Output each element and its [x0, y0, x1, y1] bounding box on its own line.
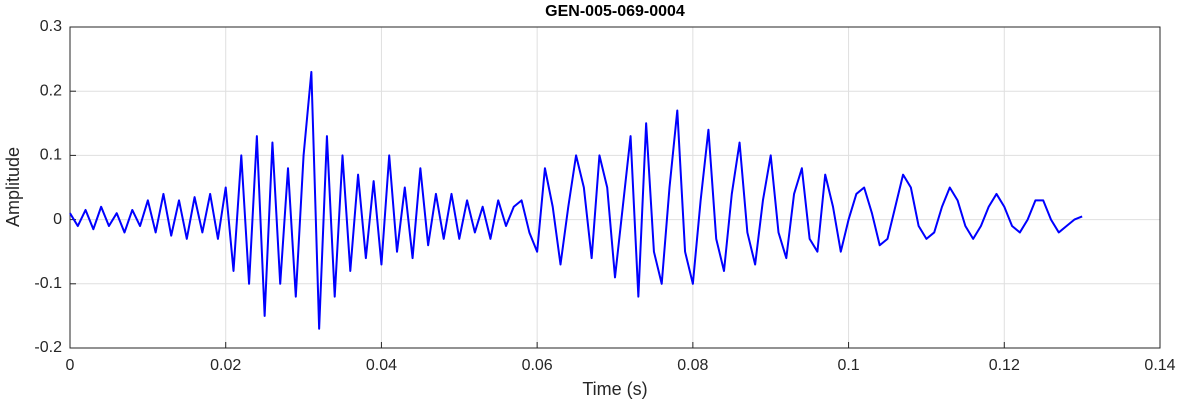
y-tick-label: 0.3 — [40, 18, 62, 35]
y-axis-label: Amplitude — [3, 147, 23, 227]
x-tick-label: 0.06 — [522, 357, 553, 374]
y-tick-label: 0.1 — [40, 147, 62, 164]
y-tick-label: 0 — [53, 211, 62, 228]
signal-line — [69, 70, 1083, 330]
x-tick-label: 0.04 — [366, 357, 397, 374]
plot-frame — [69, 26, 1161, 349]
x-tick-label: 0.14 — [1144, 357, 1175, 374]
chart-title: GEN-005-069-0004 — [545, 3, 685, 20]
y-tick-label: -0.1 — [34, 275, 62, 292]
x-tick-label: 0.1 — [837, 357, 859, 374]
y-tick-label: -0.2 — [34, 339, 62, 356]
x-tick-label: 0.08 — [677, 357, 708, 374]
x-tick-label: 0.12 — [989, 357, 1020, 374]
x-tick-label: 0 — [66, 357, 75, 374]
y-tick-label: 0.2 — [40, 82, 62, 99]
x-tick-label: 0.02 — [210, 357, 241, 374]
x-axis-label: Time (s) — [582, 379, 647, 399]
